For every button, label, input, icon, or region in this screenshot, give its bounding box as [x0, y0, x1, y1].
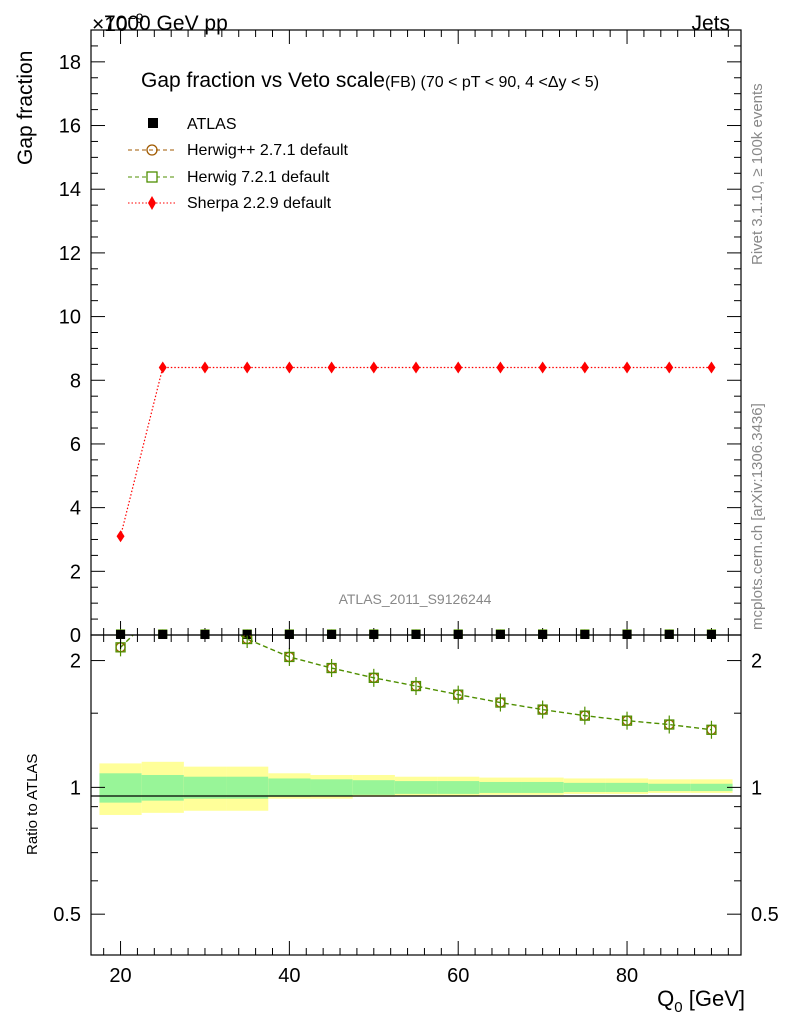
band-inner	[521, 781, 564, 793]
sherpa-point	[285, 361, 294, 374]
band-inner	[226, 776, 269, 799]
xtick-label: 40	[278, 965, 300, 987]
sherpa-point	[665, 361, 674, 374]
energy-label: 7000 GeV pp	[104, 12, 228, 35]
band-inner	[437, 781, 480, 794]
legend-item-atlas: ATLAS	[148, 116, 237, 133]
process-label: Jets	[691, 12, 730, 35]
sherpa-point	[369, 361, 378, 374]
ratio-ytick-label-right: 0.5	[751, 904, 779, 926]
legend-item-herwigpp: Herwig++ 2.7.1 default	[128, 142, 349, 159]
main-ytick-label: 2	[70, 561, 81, 583]
band-inner	[605, 782, 649, 793]
herwig7-ratio-point	[664, 719, 675, 730]
main-ytick-label: 14	[59, 179, 81, 201]
ratio-ytick-label: 2	[70, 651, 81, 673]
main-title: Gap fraction vs Veto scale(FB) (70 < pT …	[141, 69, 599, 92]
sherpa-point	[412, 361, 420, 374]
xtick-label: 60	[447, 965, 469, 987]
main-ytick-label: 8	[70, 370, 81, 392]
ratio-ytick-label-right: 2	[751, 651, 762, 673]
herwigpp-ratio-point	[158, 601, 167, 610]
band-inner	[268, 778, 311, 797]
legend-label-atlas: ATLAS	[187, 116, 237, 133]
herwig7-ratio-point	[284, 651, 295, 663]
xtick-label: 80	[616, 965, 638, 987]
legend-label-herwig7: Herwig 7.2.1 default	[187, 169, 330, 186]
ratio-ylabel: Ratio to ATLAS	[24, 754, 41, 855]
legend-marker-herwigpp	[146, 144, 158, 156]
rivet-label: Rivet 3.1.10, ≥ 100k events	[749, 83, 766, 265]
herwig7-ratio-point	[621, 715, 633, 726]
herwig7-ratio-point	[453, 689, 464, 700]
band-inner	[183, 776, 227, 799]
ratio-frame	[90, 634, 742, 956]
main-ylabel: Gap fraction	[14, 51, 37, 165]
legend-item-sherpa: Sherpa 2.2.9 default	[128, 195, 332, 212]
herwig7-ratio-point	[200, 612, 209, 621]
main-ytick-label: 0	[70, 625, 81, 647]
legend-marker-atlas	[148, 118, 158, 128]
herwig7-ratio-line	[120, 635, 712, 731]
x-axis-label: Q0 [GeV]	[657, 986, 745, 1016]
herwig7-ratio-point	[706, 724, 717, 735]
band-inner	[394, 781, 438, 794]
herwig7-ratio-point	[368, 672, 379, 683]
ratio-axis-ticks: 0.5 0.5 1 1 2 2 20 40 60 80	[53, 635, 779, 987]
sherpa-point	[158, 361, 167, 374]
sherpa-point	[327, 361, 336, 374]
ratio-data-marks	[115, 601, 717, 739]
legend-label-herwigpp: Herwig++ 2.7.1 default	[187, 142, 349, 159]
analysis-watermark: ATLAS_2011_S9126244	[339, 591, 492, 607]
ratio-ytick-label: 1	[70, 777, 81, 799]
sherpa-point	[454, 361, 463, 374]
main-ytick-label: 18	[59, 52, 81, 74]
main-panel: Gap fraction Gap fraction vs Veto scale(…	[14, 29, 742, 647]
herwig7-ratio-point	[326, 662, 337, 674]
band-inner	[690, 783, 733, 792]
sherpa-point	[200, 361, 209, 374]
band-inner	[563, 782, 606, 793]
legend-label-sherpa: Sherpa 2.2.9 default	[187, 195, 332, 212]
sherpa-point	[707, 361, 716, 374]
band-inner	[141, 774, 184, 801]
sherpa-point	[580, 361, 589, 374]
herwig7-ratio-point	[410, 680, 422, 692]
sherpa-point	[116, 530, 125, 543]
herwigpp-ratio-point	[200, 612, 209, 621]
band-inner	[352, 780, 395, 795]
sherpa-point	[496, 361, 505, 374]
xtick-label: 20	[109, 965, 131, 987]
source-label: mcplots.cern.ch [arXiv:1306.3436]	[749, 403, 766, 630]
sherpa-point	[538, 361, 547, 374]
legend: ATLAS Herwig++ 2.7.1 default Herwig 7.2.…	[128, 116, 349, 212]
band-inner	[310, 779, 353, 796]
legend-marker-herwig7	[146, 171, 158, 183]
legend-marker-sherpa	[148, 196, 156, 210]
herwig7-ratio-point	[579, 710, 590, 721]
ratio-panel: 0.5 0.5 1 1 2 2 20 40 60 80 Ratio to ATLAS Q0 [Ge…	[24, 601, 779, 1016]
main-ytick-label: 6	[70, 434, 81, 456]
ratio-ytick-label: 0.5	[53, 904, 81, 926]
main-ytick-label: 10	[59, 307, 81, 329]
herwig7-ratio-point	[537, 704, 548, 715]
ratio-ytick-label-right: 1	[751, 777, 762, 799]
sherpa-point	[243, 361, 252, 374]
main-axis-ticks: 0 2 4 6 8 10 12 14 16 18	[59, 29, 741, 647]
herwig7-ratio-point	[242, 635, 253, 645]
band-inner	[99, 773, 142, 803]
legend-item-herwig7: Herwig 7.2.1 default	[128, 169, 330, 186]
main-ytick-label: 16	[59, 116, 81, 138]
main-ytick-label: 4	[70, 498, 81, 520]
herwig7-ratio-point	[495, 697, 506, 708]
sherpa-point	[623, 361, 632, 374]
band-inner	[648, 783, 691, 792]
ratio-uncertainty-bands	[99, 761, 733, 815]
sherpa-line	[119, 366, 712, 537]
main-ytick-label: 12	[59, 243, 81, 265]
herwig7-ratio-point	[158, 601, 167, 610]
band-inner	[479, 781, 522, 793]
